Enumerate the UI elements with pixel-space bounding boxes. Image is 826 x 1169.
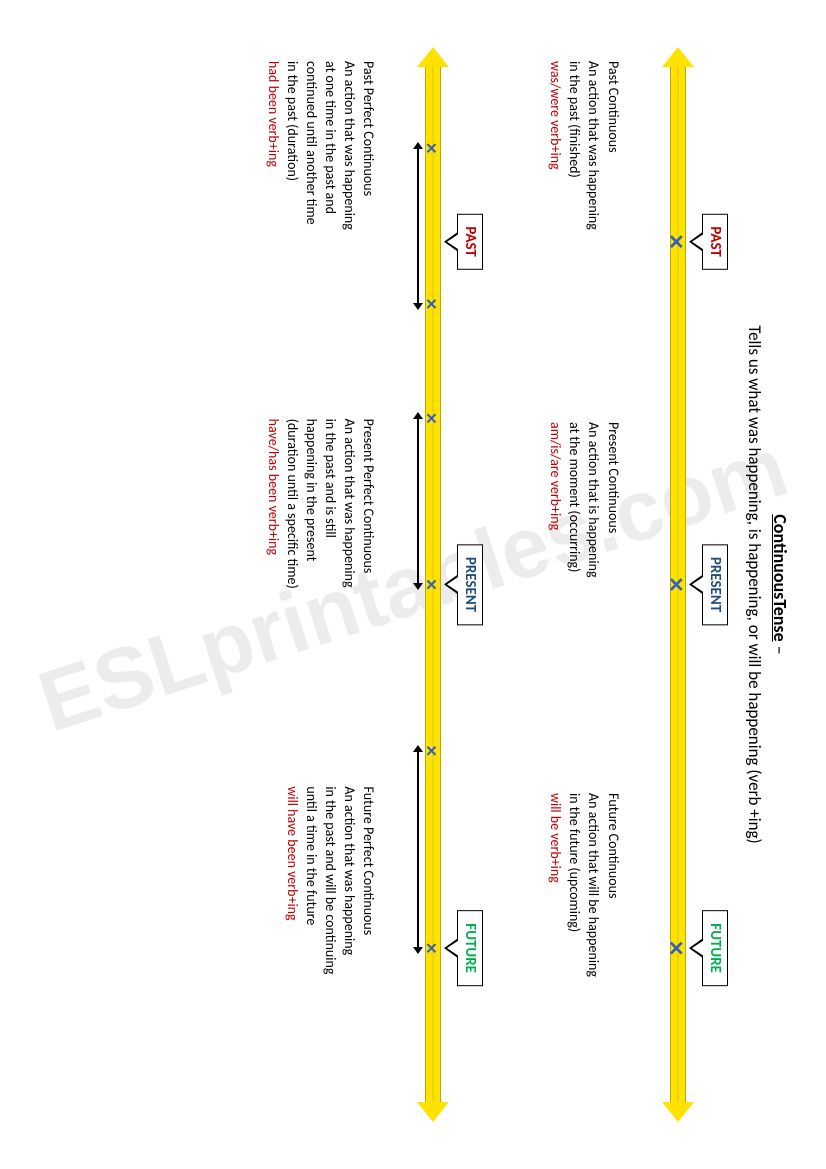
desc-row-1: Past Continuous An action that was happe… — [545, 55, 622, 1114]
duration-arrow — [417, 751, 419, 948]
desc-line: An action that is happening — [583, 422, 602, 737]
desc-line: in the past (duration) — [282, 61, 301, 383]
desc-form: will have been verb+ing — [282, 786, 301, 1108]
desc-form: had been verb+ing — [263, 61, 282, 383]
desc-present-continuous: Present Continuous An action that is hap… — [545, 382, 622, 743]
desc-line: An action that will be happening — [583, 793, 602, 1108]
desc-head: Past Continuous — [603, 61, 622, 376]
page-content: ContinuousTense – Tells us what was happ… — [0, 0, 826, 1169]
desc-form: was/were verb+ing — [545, 61, 564, 376]
arrow-left-icon — [662, 47, 694, 67]
xmark-icon: ✕ — [421, 578, 440, 591]
xmark-icon: ✕ — [421, 298, 440, 311]
xmark-icon: ✕ — [663, 576, 688, 593]
desc-head: Future Continuous — [603, 793, 622, 1108]
title-dash: – — [769, 642, 791, 655]
desc-head: Past Perfect Continuous — [359, 61, 378, 383]
desc-line: An action that was happening — [339, 61, 358, 383]
desc-head: Present Continuous — [603, 422, 622, 737]
callout-future: FUTURE — [702, 910, 728, 986]
desc-line: An action that was happening — [339, 786, 358, 1108]
xmark-icon: ✕ — [663, 940, 688, 957]
desc-form: am/is/are verb+ing — [545, 422, 564, 737]
desc-line: at the moment (occurring) — [564, 422, 583, 737]
callout-past: PAST — [457, 213, 483, 269]
subtitle: Tells us what was happening, is happenin… — [744, 45, 765, 1124]
arrow-left-icon — [417, 47, 449, 67]
callout-present: PRESENT — [457, 544, 483, 625]
desc-line: at one time in the past and — [320, 61, 339, 383]
desc-line: in the past and is still — [320, 419, 339, 741]
desc-line: in the past and will be continuing — [320, 786, 339, 1108]
callout-past: PAST — [702, 213, 728, 269]
arrow-right-icon — [662, 1102, 694, 1122]
xmark-icon: ✕ — [421, 744, 440, 757]
desc-line: in the past (finished) — [564, 61, 583, 376]
arrow-right-icon — [417, 1102, 449, 1122]
desc-line: in the future (upcoming) — [564, 793, 583, 1108]
desc-form: have/has been verb+ing — [263, 419, 282, 741]
desc-head: Present Perfect Continuous — [359, 419, 378, 741]
desc-form: will be verb+ing — [545, 793, 564, 1108]
page-title: ContinuousTense — [769, 514, 791, 641]
timeline-2: PAST PRESENT FUTURE ✕ ✕ ✕ ✕ ✕ ✕ — [387, 65, 477, 1104]
callout-present: PRESENT — [702, 544, 728, 625]
desc-line: An action that was happening — [583, 61, 602, 376]
desc-row-2: Past Perfect Continuous An action that w… — [263, 55, 377, 1114]
desc-future-perfect-continuous: Future Perfect Continuous An action that… — [263, 746, 377, 1114]
callout-future: FUTURE — [457, 910, 483, 986]
desc-line: happening in the present — [301, 419, 320, 741]
desc-head: Future Perfect Continuous — [359, 786, 378, 1108]
xmark-icon: ✕ — [663, 233, 688, 250]
desc-past-perfect-continuous: Past Perfect Continuous An action that w… — [263, 55, 377, 389]
xmark-icon: ✕ — [421, 412, 440, 425]
xmark-icon: ✕ — [421, 142, 440, 155]
desc-future-continuous: Future Continuous An action that will be… — [545, 743, 622, 1114]
desc-line: continued until another time — [301, 61, 320, 383]
desc-line: until a time in the future — [301, 786, 320, 1108]
duration-arrow — [417, 148, 419, 304]
desc-past-continuous: Past Continuous An action that was happe… — [545, 55, 622, 382]
timeline-1: PAST PRESENT FUTURE ✕ ✕ ✕ — [632, 65, 722, 1104]
duration-arrow — [417, 418, 419, 584]
title-row: ContinuousTense – — [769, 45, 791, 1124]
xmark-icon: ✕ — [421, 942, 440, 955]
desc-line: An action that was happening — [339, 419, 358, 741]
desc-line: (duration until a specific time) — [282, 419, 301, 741]
desc-present-perfect-continuous: Present Perfect Continuous An action tha… — [263, 389, 377, 747]
